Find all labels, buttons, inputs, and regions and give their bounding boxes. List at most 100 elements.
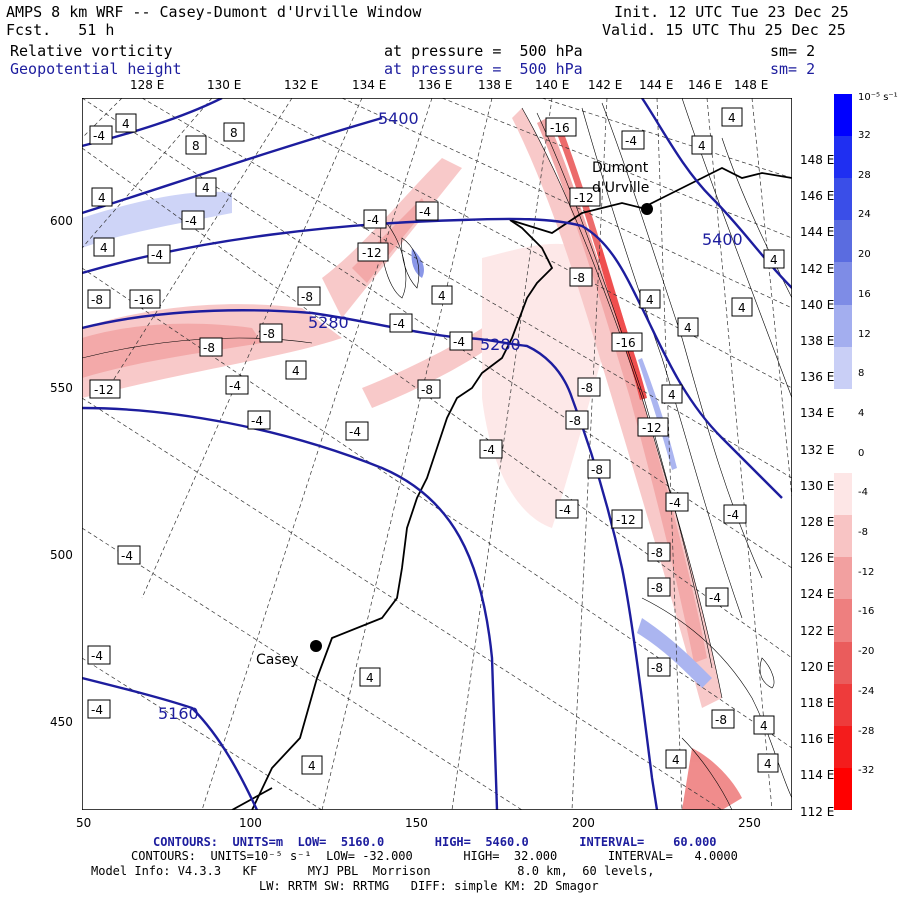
colorbar-segment — [834, 641, 852, 685]
colorbar-segment — [834, 136, 852, 179]
footer-vorticity-contours: CONTOURS: UNITS=10⁻⁵ s⁻¹ LOW= -32.000 HI… — [131, 849, 738, 863]
vort-label-m8: -8 — [591, 463, 603, 477]
forecast-hour: Fcst. 51 h — [6, 21, 115, 39]
vort-label-4: 4 — [764, 757, 772, 771]
vort-label-4: 4 — [698, 139, 706, 153]
colorbar-segment — [834, 515, 852, 558]
vort-label-4: 4 — [438, 289, 446, 303]
right-grid-label: 122 E — [800, 623, 835, 638]
colorbar-tick-label: 32 — [858, 130, 871, 141]
colorbar-segment — [834, 430, 852, 474]
vort-label-m4: -4 — [185, 214, 197, 228]
x-tick-label: 200 — [572, 816, 595, 830]
y-tick-label: 550 — [50, 381, 73, 395]
field2-level: at pressure = 500 hPa — [384, 60, 583, 78]
vort-label-m8: -8 — [573, 271, 585, 285]
colorbar-segment — [834, 767, 852, 811]
vort-label-m12: -12 — [642, 421, 662, 435]
vort-label-m4: -4 — [559, 503, 571, 517]
vort-label-m8: -8 — [651, 661, 663, 675]
right-grid-label: 146 E — [800, 189, 835, 204]
colorbar-segment — [834, 178, 852, 221]
y-tick-label: 450 — [50, 715, 73, 729]
vort-label-m12: -12 — [94, 383, 114, 397]
vort-label-m12: -12 — [362, 246, 382, 260]
vort-label-m12: -12 — [574, 191, 594, 205]
colorbar-tick-label: -16 — [858, 606, 875, 618]
vort-label-4: 4 — [770, 253, 778, 267]
vort-label-m4: -4 — [727, 508, 739, 522]
footer-model-info: Model Info: V4.3.3 KF MYJ PBL Morrison 8… — [91, 864, 655, 878]
lon-label: 140 E — [535, 78, 570, 92]
lon-label: 142 E — [588, 78, 623, 92]
colorbar-segment — [834, 683, 852, 727]
colorbar-tick-label: 24 — [858, 209, 871, 221]
vort-label-4: 4 — [202, 181, 210, 195]
vort-label-4: 4 — [100, 241, 108, 255]
height-label-5280: 5280 — [480, 335, 521, 354]
colorbar-tick-label: -20 — [858, 646, 875, 658]
colorbar-segment — [834, 94, 852, 137]
colorbar-tick-label: 4 — [858, 407, 865, 419]
lon-label: 132 E — [284, 78, 319, 92]
right-grid-label: 136 E — [800, 370, 835, 385]
colorbar-tick-label: 8 — [858, 368, 865, 380]
field1-name: Relative vorticity — [10, 42, 173, 60]
height-contour-labels: 5400 5280 5280 5400 5160 — [158, 109, 743, 723]
y-tick-label: 500 — [50, 548, 73, 562]
valid-time: Valid. 15 UTC Thu 25 Dec 25 — [602, 21, 846, 39]
vort-label-m16: -16 — [616, 336, 636, 350]
vort-label-m4: -4 — [93, 129, 105, 143]
init-time: Init. 12 UTC Tue 23 Dec 25 — [614, 3, 849, 21]
colorbar-tick-label: 16 — [858, 288, 871, 300]
vort-label-m8: -8 — [715, 713, 727, 727]
vort-label-4: 4 — [738, 301, 746, 315]
vort-label-4: 4 — [672, 753, 680, 767]
height-label-5400: 5400 — [378, 109, 419, 128]
lon-label: 128 E — [130, 78, 165, 92]
lon-label: 136 E — [418, 78, 453, 92]
colorbar-segment — [834, 557, 852, 600]
dumont-label-line1: Dumont — [592, 160, 649, 176]
vort-label-m4: -4 — [367, 213, 379, 227]
vort-label-8: 8 — [192, 139, 200, 153]
vort-label-m4: -4 — [669, 496, 681, 510]
vort-label-m4: -4 — [349, 425, 361, 439]
dumont-label-line2: d'Urville — [592, 180, 649, 196]
colorbar-segment — [834, 220, 852, 263]
vort-label-m4: -4 — [251, 414, 263, 428]
vort-label-m4: -4 — [625, 134, 637, 148]
colorbar-tick-label: 12 — [858, 328, 871, 340]
vort-label-m8: -8 — [91, 293, 103, 307]
vort-label-m8: -8 — [421, 383, 433, 397]
lon-label: 144 E — [639, 78, 674, 92]
lon-label: 148 E — [734, 78, 769, 92]
colorbar-segment — [834, 599, 852, 643]
lon-label: 130 E — [207, 78, 242, 92]
dumont-station-marker — [641, 203, 653, 215]
vort-label-m4: -4 — [453, 335, 465, 349]
vort-label-4: 4 — [98, 191, 106, 205]
right-grid-label: 132 E — [800, 442, 835, 457]
vort-label-m4: -4 — [229, 379, 241, 393]
right-grid-label: 128 E — [800, 515, 835, 529]
footer-height-contours: CONTOURS: UNITS=m LOW= 5160.0 HIGH= 5460… — [153, 835, 717, 849]
right-grid-label: 114 E — [800, 768, 835, 783]
y-tick-label: 600 — [50, 214, 73, 228]
vorticity-map: -16 -4 4 4 -12 -8 -16 -8 -8 -12 -8 -12 -… — [82, 98, 792, 810]
footer-physics-info: LW: RRTM SW: RRTMG DIFF: simple KM: 2D S… — [259, 879, 599, 893]
right-grid-label: 120 E — [800, 659, 835, 674]
colorbar-segment — [834, 304, 852, 348]
right-grid-label: 148 E — [800, 153, 835, 167]
x-tick-label: 150 — [405, 816, 428, 830]
right-grid-label: 112 E — [800, 804, 835, 819]
vort-label-m8: -8 — [569, 414, 581, 428]
colorbar-segment — [834, 725, 852, 769]
right-grid-label: 142 E — [800, 261, 835, 276]
vort-label-4: 4 — [122, 117, 130, 131]
lon-label: 146 E — [688, 78, 723, 92]
right-grid-label: 140 E — [800, 297, 835, 312]
casey-station-marker — [310, 640, 322, 652]
vort-label-4: 4 — [684, 321, 692, 335]
vort-label-m16: -16 — [134, 293, 154, 307]
